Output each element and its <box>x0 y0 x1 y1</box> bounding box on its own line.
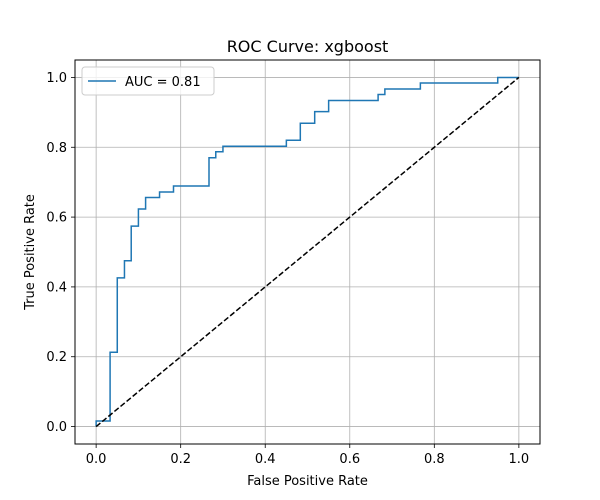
y-tick-label: 0.4 <box>46 280 67 295</box>
x-axis-label: False Positive Rate <box>247 474 368 489</box>
y-tick-label: 0.8 <box>46 141 67 156</box>
chance-diagonal-line <box>95 76 520 428</box>
plot-frame <box>74 59 541 445</box>
x-tick-label: 0.0 <box>86 452 107 467</box>
y-tick-label: 0.0 <box>46 420 67 435</box>
x-tick-label: 0.4 <box>255 452 276 467</box>
roc-curve-line <box>95 76 519 427</box>
y-tick-label: 0.2 <box>46 350 67 365</box>
chart-title: ROC Curve: xgboost <box>227 37 389 56</box>
y-tick-label: 0.6 <box>46 211 67 226</box>
tick-layer: 0.0 0.2 0.4 0.6 0.8 1.0 0.0 0.2 0.4 0.6 0.8 1.0 <box>46 71 529 467</box>
y-axis-label: True Positive Rate <box>23 194 38 311</box>
x-tick-label: 0.2 <box>170 452 191 467</box>
x-tick-label: 0.8 <box>424 452 445 467</box>
legend-label: AUC = 0.81 <box>125 75 201 90</box>
x-tick-label: 1.0 <box>509 452 530 467</box>
x-tick-label: 0.6 <box>339 452 360 467</box>
series-layer <box>95 76 520 428</box>
legend-box <box>81 66 215 96</box>
y-tick-label: 1.0 <box>46 71 67 86</box>
legend: AUC = 0.81 <box>81 66 215 96</box>
